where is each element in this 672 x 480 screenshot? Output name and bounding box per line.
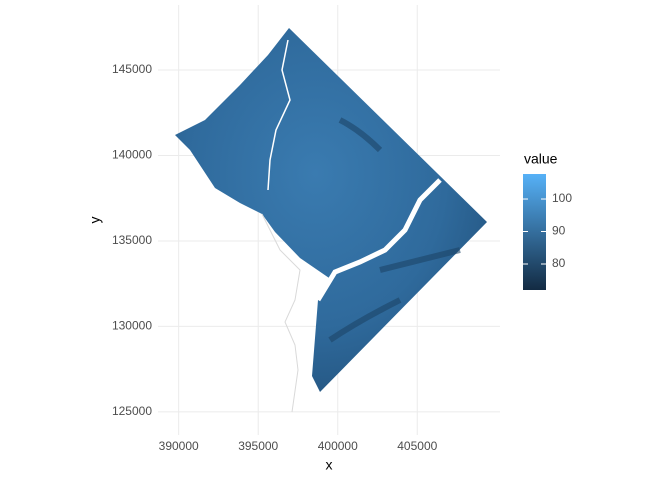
legend-tick-label: 80: [552, 256, 566, 270]
y-tick-label: 130000: [112, 319, 152, 333]
x-tick-label: 395000: [238, 439, 278, 453]
x-tick-label: 405000: [397, 439, 437, 453]
potomac-outline: [261, 213, 301, 413]
legend-title: value: [524, 151, 558, 167]
colorbar: [523, 174, 546, 290]
x-axis-title: x: [326, 457, 333, 473]
y-axis-title: y: [87, 217, 103, 224]
y-tick-label: 135000: [112, 233, 152, 247]
legend-tick-label: 90: [552, 224, 566, 238]
anacostia: [315, 178, 442, 302]
dark-streaks: [328, 117, 461, 343]
x-tick-label: 400000: [318, 439, 358, 453]
x-tick-label: 390000: [159, 439, 199, 453]
legend-tick-label: 100: [552, 191, 572, 205]
raster-area: [175, 28, 487, 392]
creek: [267, 39, 291, 191]
raster-map: [175, 28, 487, 413]
y-tick-label: 140000: [112, 148, 152, 162]
y-tick-label: 145000: [112, 62, 152, 76]
y-tick-label: 125000: [112, 404, 152, 418]
